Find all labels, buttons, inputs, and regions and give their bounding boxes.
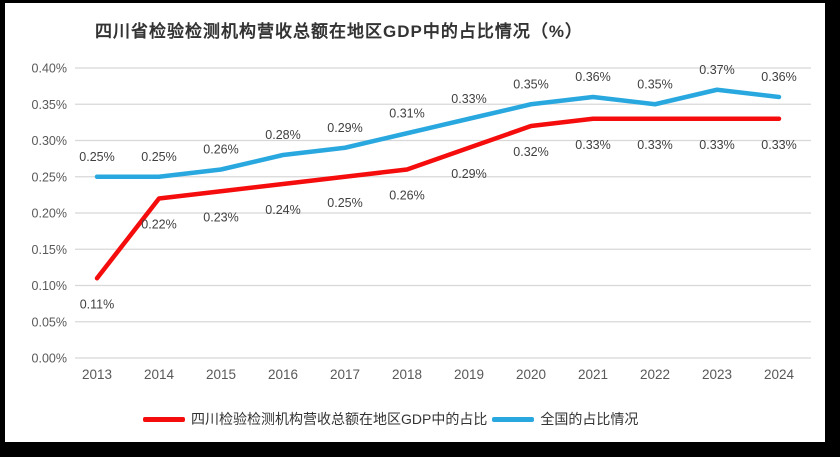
data-label: 0.33% xyxy=(575,138,610,152)
chart-legend: 四川检验检测机构营收总额在地区GDP中的占比 全国的占比情况 xyxy=(143,406,638,432)
data-label: 0.23% xyxy=(203,210,238,224)
data-label: 0.35% xyxy=(637,77,672,91)
data-label: 0.32% xyxy=(513,145,548,159)
legend-item-sichuan: 四川检验检测机构营收总额在地区GDP中的占比 xyxy=(143,409,487,429)
x-tick-label: 2019 xyxy=(454,367,484,382)
data-label: 0.26% xyxy=(203,143,238,157)
y-tick-label: 0.25% xyxy=(32,170,67,184)
data-label: 0.36% xyxy=(761,70,796,84)
chart-title: 四川省检验检测机构营收总额在地区GDP中的占比情况（%） xyxy=(95,22,583,41)
legend-item-national: 全国的占比情况 xyxy=(492,409,638,429)
legend-label-national: 全国的占比情况 xyxy=(540,411,639,427)
data-label: 0.33% xyxy=(699,138,734,152)
series-line xyxy=(94,116,782,281)
data-label: 0.25% xyxy=(79,150,114,164)
chart-canvas: 四川省检验检测机构营收总额在地区GDP中的占比情况（%） 0.00% 0.05% 0… xyxy=(5,3,825,442)
x-tick-label: 2023 xyxy=(702,367,732,382)
x-tick-label: 2015 xyxy=(206,367,236,382)
x-tick-label: 2014 xyxy=(144,367,175,382)
y-tick-label: 0.00% xyxy=(32,352,67,366)
data-label: 0.33% xyxy=(451,92,486,106)
data-label: 0.33% xyxy=(761,138,796,152)
data-label: 0.31% xyxy=(389,106,424,120)
x-tick-label: 2018 xyxy=(392,367,422,382)
data-label: 0.28% xyxy=(265,128,300,142)
data-label: 0.25% xyxy=(141,150,176,164)
data-label: 0.35% xyxy=(513,77,548,91)
series-line xyxy=(94,87,782,179)
x-tick-label: 2020 xyxy=(516,367,546,382)
x-tick-label: 2021 xyxy=(578,367,608,382)
x-tick-label: 2016 xyxy=(268,367,298,382)
x-tick-label: 2024 xyxy=(764,367,795,382)
y-tick-label: 0.35% xyxy=(32,98,67,112)
y-tick-label: 0.10% xyxy=(32,279,67,293)
data-label: 0.33% xyxy=(637,138,672,152)
y-tick-label: 0.20% xyxy=(32,207,67,221)
x-tick-label: 2022 xyxy=(640,367,670,382)
data-label: 0.11% xyxy=(80,297,115,311)
data-label: 0.22% xyxy=(141,218,176,232)
legend-swatch-blue-line xyxy=(492,416,535,422)
y-tick-label: 0.30% xyxy=(32,134,67,148)
x-tick-label: 2017 xyxy=(330,367,360,382)
y-tick-label: 0.40% xyxy=(32,62,67,76)
data-label: 0.26% xyxy=(389,189,424,203)
legend-swatch-red-line xyxy=(143,416,185,422)
data-label: 0.37% xyxy=(699,63,734,77)
plot-area: 0.00% 0.05% 0.10% 0.15% 0.20% 0.25% 0.30% 0.35%… xyxy=(32,62,811,382)
y-tick-label: 0.05% xyxy=(32,315,67,329)
data-label: 0.25% xyxy=(327,196,362,210)
y-tick-label: 0.15% xyxy=(32,243,67,257)
legend-label-sichuan: 四川检验检测机构营收总额在地区GDP中的占比 xyxy=(191,411,488,427)
data-label: 0.36% xyxy=(575,70,610,84)
data-label: 0.29% xyxy=(451,167,486,181)
x-tick-label: 2013 xyxy=(82,367,112,382)
data-label: 0.29% xyxy=(327,121,362,135)
data-label: 0.24% xyxy=(265,203,300,217)
